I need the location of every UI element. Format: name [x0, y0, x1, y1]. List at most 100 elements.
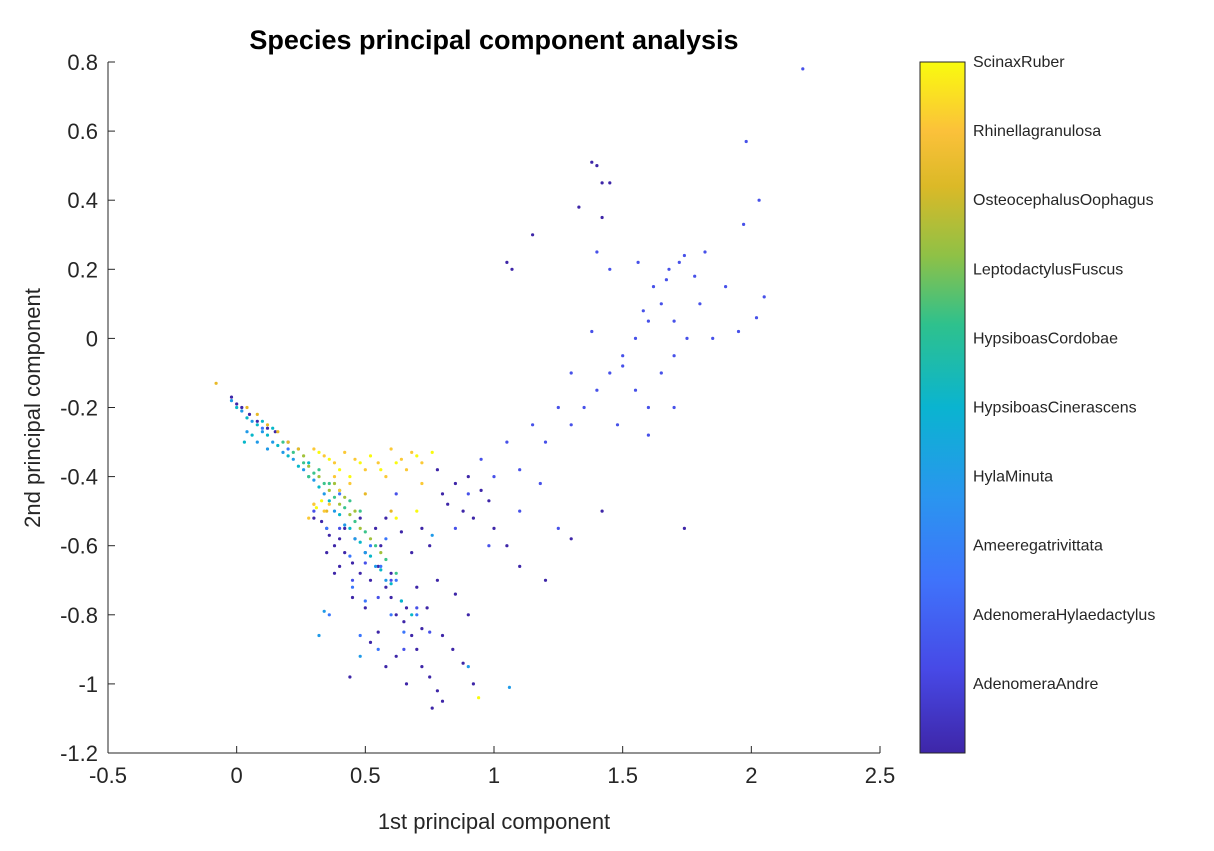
scatter-point: [402, 620, 406, 624]
scatter-point: [646, 319, 651, 323]
scatter-point: [507, 685, 511, 690]
scatter-point: [636, 260, 640, 264]
scatter-point: [479, 488, 483, 492]
scatter-point: [384, 475, 388, 479]
scatter-point: [358, 571, 362, 575]
scatter-point: [703, 250, 707, 254]
x-tick-label: 0: [231, 763, 243, 788]
scatter-point: [338, 502, 342, 506]
scatter-point: [376, 564, 380, 569]
scatter-point: [265, 447, 270, 451]
scatter-point: [322, 609, 326, 613]
scatter-point: [384, 516, 388, 520]
scatter-point: [343, 495, 347, 499]
scatter-point: [302, 454, 306, 458]
scatter-point: [291, 450, 295, 454]
scatter-point: [307, 475, 311, 479]
scatter-point: [368, 640, 373, 645]
scatter-point: [260, 430, 264, 434]
scatter-point: [394, 516, 398, 520]
scatter-point: [440, 492, 445, 496]
y-tick-label: -0.4: [60, 465, 98, 490]
y-tick-label: -1: [78, 672, 98, 697]
scatter-point: [363, 492, 367, 496]
scatter-point: [410, 450, 414, 454]
scatter-point: [245, 430, 249, 434]
scatter-point: [379, 568, 383, 572]
scatter-point: [358, 509, 362, 513]
scatter-point: [505, 260, 509, 264]
scatter-point: [569, 423, 573, 427]
scatter-point: [595, 164, 599, 168]
scatter-point: [389, 595, 393, 600]
scatter-point: [325, 526, 329, 531]
scatter-point: [348, 481, 352, 486]
scatter-point: [466, 613, 470, 617]
scatter-point: [265, 426, 270, 430]
scatter-point: [754, 316, 759, 320]
scatter-point: [338, 488, 342, 492]
x-ticks: -0.5 0 0.5 1 1.5 2 2.5: [89, 746, 895, 788]
scatter-point: [376, 595, 380, 600]
scatter-point: [672, 319, 676, 323]
scatter-point: [265, 423, 270, 427]
scatter-point: [757, 198, 761, 202]
scatter-point: [471, 516, 475, 520]
scatter-point: [317, 475, 321, 479]
scatter-point: [322, 454, 326, 458]
x-tick-label: 2: [745, 763, 757, 788]
scatter-point: [338, 537, 342, 541]
scatter-point: [374, 526, 378, 531]
colorbar-label: HypsiboasCinerascens: [973, 400, 1137, 417]
scatter-point: [332, 475, 337, 479]
scatter-point: [646, 405, 651, 410]
data-points: [214, 67, 805, 710]
scatter-point: [466, 665, 470, 669]
scatter-point: [379, 544, 383, 548]
scatter-point: [332, 495, 337, 499]
x-tick-label: 0.5: [350, 763, 381, 788]
scatter-point: [615, 423, 620, 427]
scatter-point: [399, 530, 403, 534]
scatter-point: [389, 582, 393, 586]
y-tick-label: 0.8: [67, 50, 98, 75]
scatter-point: [415, 606, 419, 610]
scatter-point: [379, 551, 383, 555]
scatter-point: [363, 561, 367, 565]
scatter-point: [677, 260, 681, 264]
scatter-point: [327, 481, 331, 486]
scatter-point: [348, 475, 352, 479]
colorbar-label: OsteocephalusOophagus: [973, 192, 1154, 209]
scatter-point: [415, 647, 419, 652]
scatter-point: [430, 450, 434, 454]
scatter-point: [430, 533, 434, 537]
scatter-point: [543, 578, 548, 582]
scatter-point: [235, 405, 239, 410]
y-tick-label: 0: [86, 326, 98, 351]
scatter-point: [368, 544, 373, 548]
scatter-point: [358, 654, 362, 658]
scatter-point: [358, 516, 362, 520]
scatter-point: [595, 250, 599, 254]
scatter-point: [453, 592, 457, 596]
y-tick-label: -0.8: [60, 603, 98, 628]
scatter-point: [600, 181, 604, 185]
scatter-point: [327, 502, 331, 506]
y-tick-label: -1.2: [60, 741, 98, 766]
scatter-point: [343, 551, 347, 555]
scatter-point: [672, 405, 676, 410]
scatter-point: [736, 329, 741, 334]
scatter-point: [404, 606, 409, 610]
scatter-point: [332, 509, 337, 513]
scatter-point: [518, 564, 522, 569]
scatter-point: [368, 537, 373, 541]
scatter-point: [229, 395, 234, 399]
scatter-point: [399, 599, 403, 603]
scatter-point: [600, 215, 604, 220]
scatter-point: [338, 564, 342, 569]
scatter-point: [307, 516, 311, 520]
scatter-point: [376, 461, 380, 465]
scatter-point: [376, 647, 380, 652]
scatter-point: [415, 613, 419, 617]
